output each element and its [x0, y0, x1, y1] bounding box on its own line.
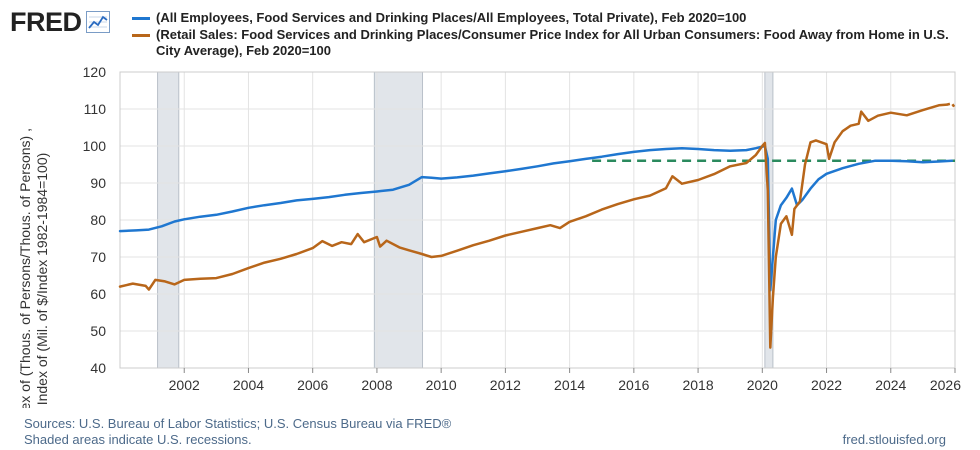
legend-label-retail-sales: (Retail Sales: Food Services and Drinkin… — [156, 27, 949, 58]
y-tick-label-90: 90 — [90, 175, 106, 191]
x-tick-label-2008: 2008 — [361, 377, 392, 393]
series-line-employment — [118, 144, 954, 292]
legend-swatch-retail-sales — [132, 34, 150, 37]
x-tick-label-2022: 2022 — [811, 377, 842, 393]
x-tick-label-2024: 2024 — [875, 377, 906, 393]
x-tick-label-2010: 2010 — [426, 377, 457, 393]
legend-entry-employment[interactable]: (All Employees, Food Services and Drinki… — [132, 10, 972, 26]
x-tick-label-2018: 2018 — [682, 377, 713, 393]
y-tick-label-120: 120 — [83, 64, 107, 80]
x-tick-label-2012: 2012 — [490, 377, 521, 393]
y-tick-label-60: 60 — [90, 286, 106, 302]
x-tick-label-2026: 2026 — [930, 377, 961, 393]
y-tick-label-40: 40 — [90, 360, 106, 376]
y-tick-label-80: 80 — [90, 212, 106, 228]
legend-swatch-employment — [132, 17, 150, 20]
y-tick-label-100: 100 — [83, 138, 107, 154]
y-axis-label-line1: Index of (Thous. of Persons/Thous. of Pe… — [17, 128, 33, 408]
y-tick-label-50: 50 — [90, 323, 106, 339]
legend-entry-retail-sales[interactable]: (Retail Sales: Food Services and Drinkin… — [132, 27, 972, 59]
fred-logo[interactable]: FRED — [10, 8, 110, 36]
chart-footer-notes: Sources: U.S. Bureau of Labor Statistics… — [24, 416, 451, 448]
trend-line-icon — [85, 11, 110, 33]
y-tick-label-110: 110 — [84, 101, 107, 117]
series — [118, 101, 957, 349]
x-tick-label-2004: 2004 — [233, 377, 264, 393]
x-tick-label-2016: 2016 — [618, 377, 649, 393]
grid — [120, 72, 955, 368]
y-tick-label-70: 70 — [90, 249, 106, 265]
x-tick-label-2006: 2006 — [297, 377, 328, 393]
y-axis-ticks: 40 50 60 70 80 90 100 110 120 — [83, 64, 107, 376]
x-tick-label-2014: 2014 — [554, 377, 585, 393]
fred-site-link[interactable]: fred.stlouisfed.org — [842, 432, 946, 447]
x-axis-ticks: 2002 2004 2006 2008 2010 2012 2014 2016 2018 2020… — [169, 368, 961, 393]
logo-text: FRED — [10, 7, 82, 37]
series-line-retail-sales — [118, 103, 949, 349]
plot-frame — [119, 71, 956, 369]
sources-note: Sources: U.S. Bureau of Labor Statistics… — [24, 416, 452, 431]
series-projection-retail-sales — [946, 101, 957, 109]
x-tick-label-2020: 2020 — [747, 377, 778, 393]
x-tick-label-2002: 2002 — [169, 377, 200, 393]
legend-label-employment: (All Employees, Food Services and Drinki… — [156, 10, 747, 25]
legend: (All Employees, Food Services and Drinki… — [132, 10, 972, 60]
recession-note: Shaded areas indicate U.S. recessions. — [24, 432, 252, 447]
chart-header: FRED (All Employees, Food Services and D… — [0, 0, 980, 68]
y-axis-label-line2: Index of (Mil. of $/Index 1982-1984=100) — [34, 153, 50, 406]
